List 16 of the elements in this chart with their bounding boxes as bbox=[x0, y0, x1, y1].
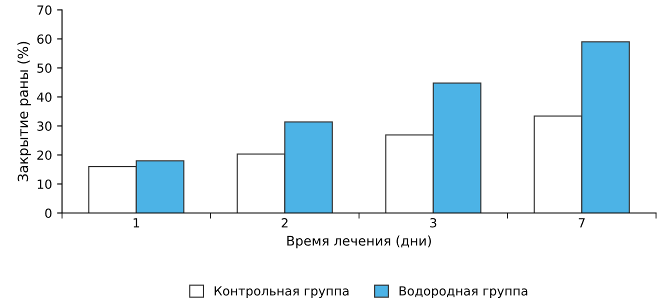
y-tick-label: 60 bbox=[37, 34, 52, 44]
y-tick-label: 10 bbox=[38, 179, 52, 189]
y-tick-label: 40 bbox=[37, 92, 52, 102]
x-tick-label: 7 bbox=[578, 218, 585, 228]
y-tick-label: 50 bbox=[37, 63, 52, 73]
y-tick-label: 0 bbox=[45, 208, 52, 218]
y-tick-label: 70 bbox=[37, 5, 52, 15]
legend-label: Контрольная группа bbox=[214, 286, 348, 298]
x-tick-label: 2 bbox=[282, 218, 288, 228]
x-tick-label: 1 bbox=[134, 218, 140, 228]
x-tick-label: 3 bbox=[430, 218, 436, 228]
legend-label: Водородная группа bbox=[400, 286, 528, 298]
y-axis-title: Закрытие раны (%) bbox=[17, 42, 31, 182]
x-axis-title: Время лечения (дни) bbox=[287, 236, 431, 248]
y-tick-label: 20 bbox=[37, 150, 52, 160]
y-tick-label: 30 bbox=[37, 121, 52, 131]
